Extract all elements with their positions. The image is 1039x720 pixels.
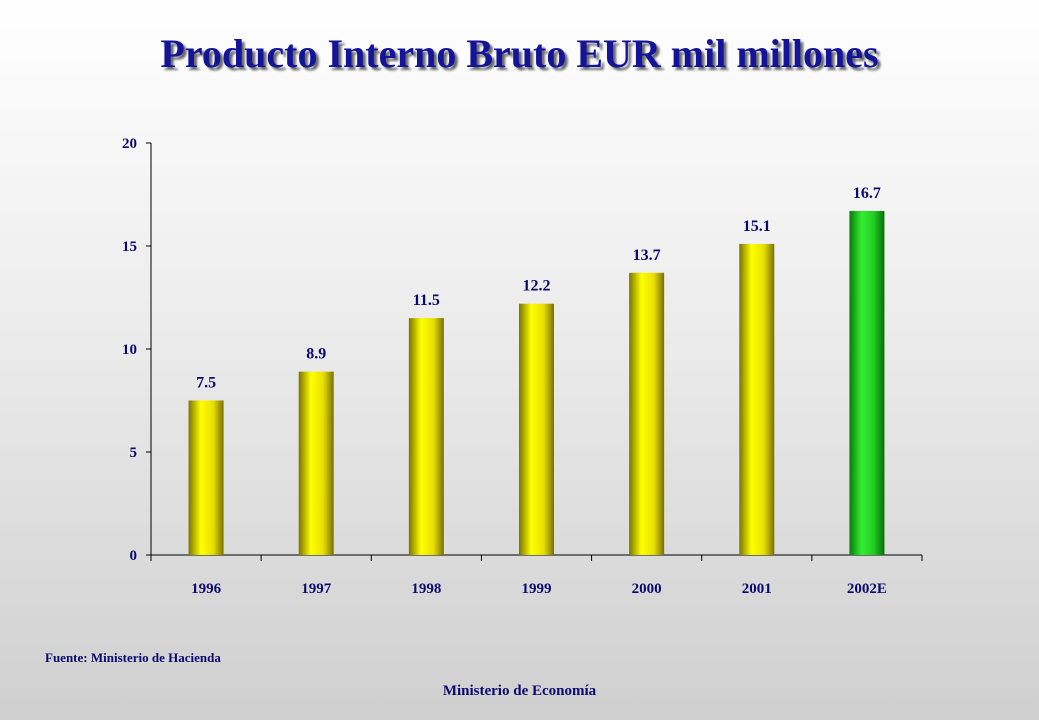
bar-1998 xyxy=(408,318,444,555)
x-tick-label-1999: 1999 xyxy=(522,581,552,597)
bar-2001 xyxy=(739,243,775,555)
data-label-1996: 7.5 xyxy=(196,375,216,392)
x-tick-label-1996: 1996 xyxy=(191,581,222,597)
footer-ministry: Ministerio de Economía xyxy=(442,683,597,699)
x-tick-label-1997: 1997 xyxy=(301,581,332,597)
x-tick-label-2000: 2000 xyxy=(632,581,662,597)
bar-2000 xyxy=(629,272,665,555)
data-label-1998: 11.5 xyxy=(413,292,440,309)
y-tick-label: 15 xyxy=(122,239,137,255)
y-tick-label: 5 xyxy=(130,445,138,461)
bar-2002E xyxy=(849,210,885,556)
y-tick-label: 20 xyxy=(122,136,137,152)
chart-title: Producto Interno Bruto EUR mil millones xyxy=(160,31,879,76)
bar-1997 xyxy=(298,371,334,555)
y-tick-label: 10 xyxy=(122,342,137,358)
data-label-2001: 15.1 xyxy=(743,218,771,235)
data-label-2002E: 16.7 xyxy=(853,185,881,202)
bar-1996 xyxy=(188,400,224,555)
data-label-2000: 13.7 xyxy=(633,247,661,264)
y-tick-label: 0 xyxy=(130,548,138,564)
bar-1999 xyxy=(519,303,554,555)
data-label-1997: 8.9 xyxy=(306,346,326,363)
data-label-1999: 12.2 xyxy=(523,278,551,295)
source-note: Fuente: Ministerio de Hacienda xyxy=(45,650,221,665)
x-tick-label-1998: 1998 xyxy=(411,581,441,597)
bar-chart: 0 5 10 15 20 7.5 1996 8.9 1997 11.5 1998 12.2 1999 13… xyxy=(122,136,923,597)
x-tick-label-2002E: 2002E xyxy=(847,581,887,597)
x-tick-label-2001: 2001 xyxy=(742,581,772,597)
